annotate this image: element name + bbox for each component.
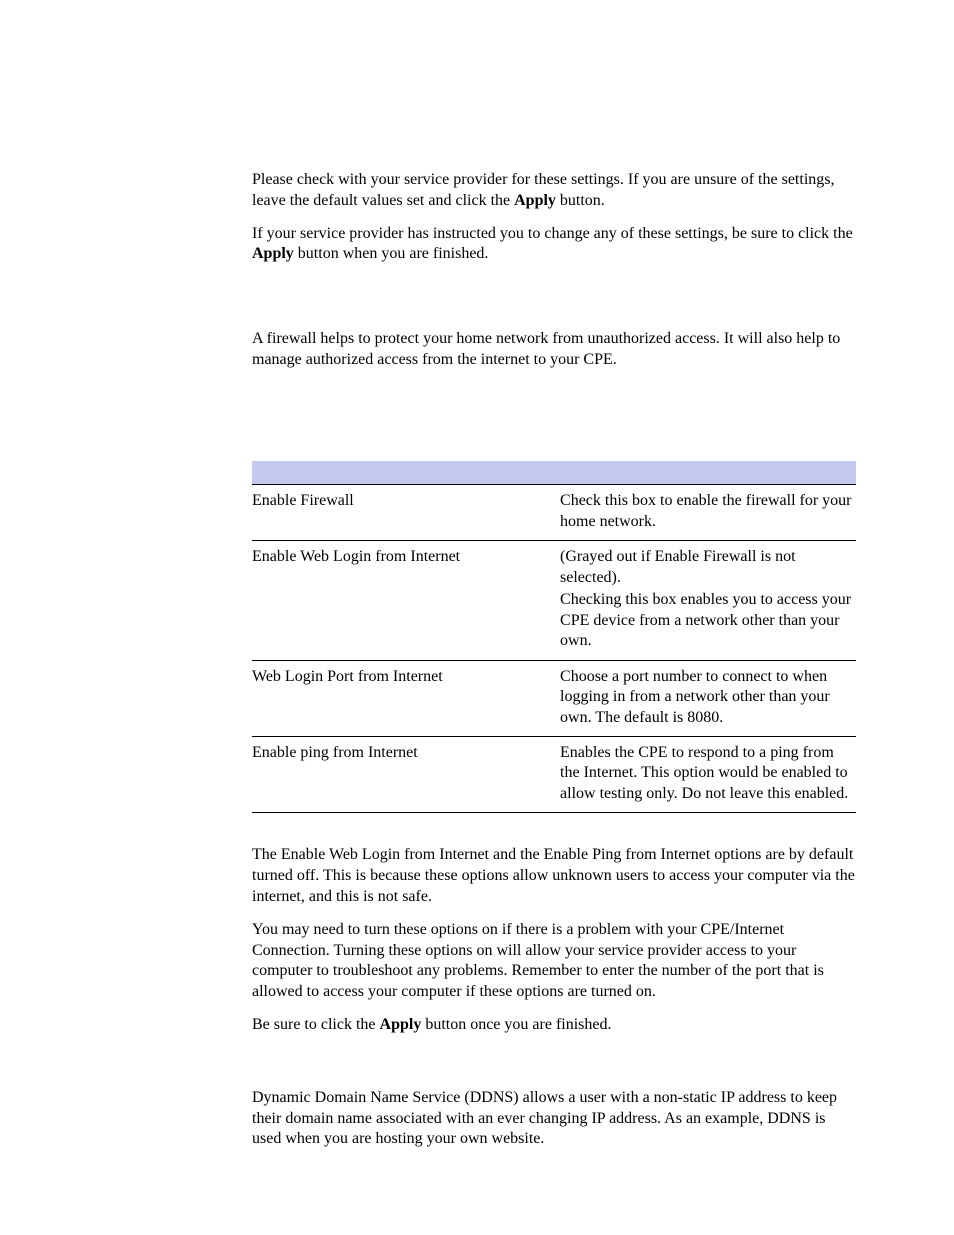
setting-field: Enable Web Login from Internet (252, 541, 560, 660)
table-header-row (252, 461, 856, 485)
table-header-field (252, 461, 560, 485)
table-row: Web Login Port from Internet Choose a po… (252, 660, 856, 736)
table-row: Enable ping from Internet Enables the CP… (252, 736, 856, 812)
apply-bold: Apply (252, 245, 294, 262)
text: Choose a port number to connect to when … (560, 667, 852, 728)
table-row: Enable Web Login from Internet (Grayed o… (252, 541, 856, 660)
note-paragraph-3: Be sure to click the Apply button once y… (252, 1015, 856, 1036)
text: The Enable Web Login from Internet and t… (252, 846, 855, 905)
text: button when you are finished. (294, 245, 489, 262)
apply-bold: Apply (514, 192, 556, 209)
text: Be sure to click the (252, 1016, 380, 1033)
setting-description: (Grayed out if Enable Firewall is not se… (560, 541, 856, 660)
document-page: Please check with your service provider … (0, 0, 954, 1150)
ddns-paragraph: Dynamic Domain Name Service (DDNS) allow… (252, 1088, 856, 1150)
intro-paragraph-2: If your service provider has instructed … (252, 224, 856, 266)
note-paragraph-2: You may need to turn these options on if… (252, 920, 856, 1003)
text: button. (556, 192, 605, 209)
text: button once you are finished. (421, 1016, 611, 1033)
setting-field: Enable ping from Internet (252, 736, 560, 812)
setting-field: Web Login Port from Internet (252, 660, 560, 736)
text: If your service provider has instructed … (252, 225, 853, 242)
setting-description: Check this box to enable the firewall fo… (560, 485, 856, 541)
table-header-desc (560, 461, 856, 485)
text: Check this box to enable the firewall fo… (560, 491, 852, 532)
setting-description: Enables the CPE to respond to a ping fro… (560, 736, 856, 812)
apply-bold: Apply (380, 1016, 422, 1033)
text: Dynamic Domain Name Service (DDNS) allow… (252, 1089, 837, 1148)
firewall-settings-table: Enable Firewall Check this box to enable… (252, 461, 856, 814)
table-row: Enable Firewall Check this box to enable… (252, 485, 856, 541)
setting-field: Enable Firewall (252, 485, 560, 541)
note-paragraph-1: The Enable Web Login from Internet and t… (252, 845, 856, 907)
setting-description: Choose a port number to connect to when … (560, 660, 856, 736)
firewall-intro-paragraph: A firewall helps to protect your home ne… (252, 329, 856, 371)
text: Enables the CPE to respond to a ping fro… (560, 743, 852, 804)
intro-paragraph-1: Please check with your service provider … (252, 170, 856, 212)
text: A firewall helps to protect your home ne… (252, 330, 840, 368)
text: Checking this box enables you to access … (560, 590, 852, 651)
text: You may need to turn these options on if… (252, 921, 824, 1000)
text: (Grayed out if Enable Firewall is not se… (560, 547, 852, 588)
